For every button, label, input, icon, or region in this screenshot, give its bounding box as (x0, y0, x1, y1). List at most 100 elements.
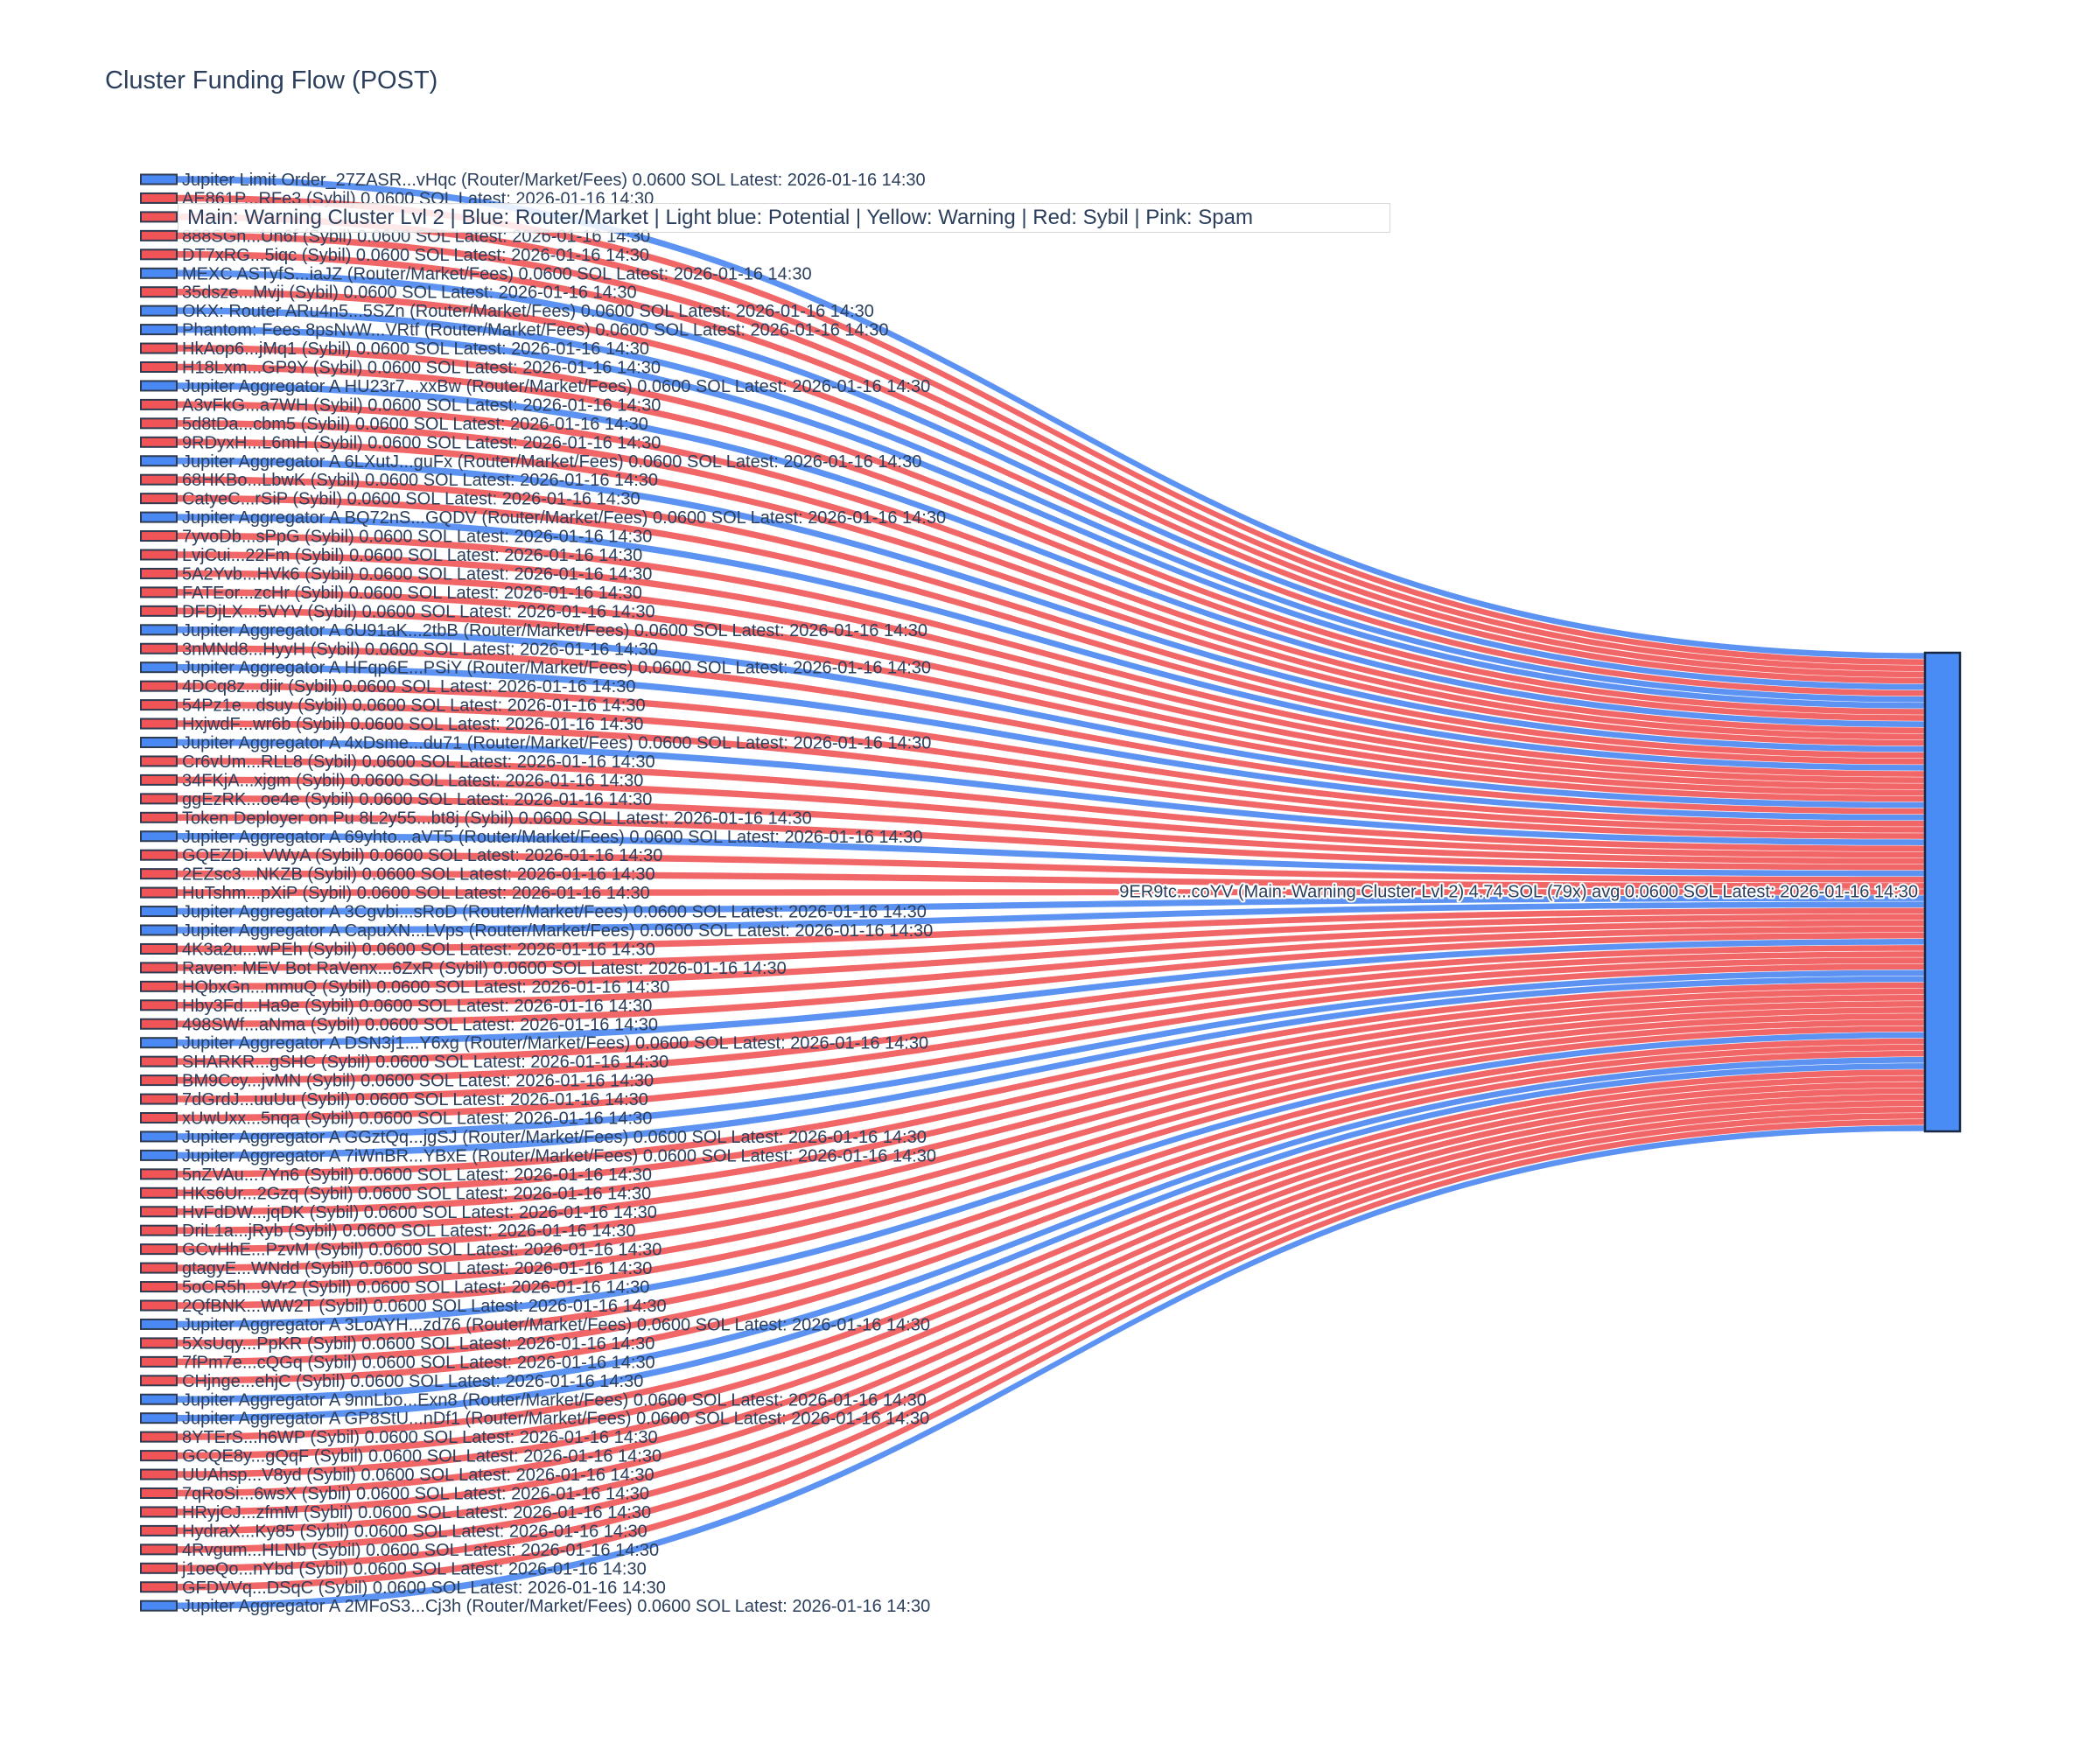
source-node[interactable] (140, 1544, 178, 1556)
source-node[interactable] (140, 605, 178, 617)
flow-link[interactable] (177, 1001, 1925, 1234)
flow-link[interactable] (177, 232, 1925, 678)
flow-link[interactable] (177, 1013, 1925, 1271)
flow-link[interactable] (177, 988, 1925, 1197)
source-node[interactable] (140, 1112, 178, 1124)
flow-link[interactable] (177, 401, 1925, 734)
flow-link[interactable] (177, 889, 1925, 896)
source-node[interactable] (140, 811, 178, 823)
flow-link[interactable] (177, 532, 1925, 777)
flow-link[interactable] (177, 551, 1925, 783)
source-node[interactable] (140, 980, 178, 992)
flow-link[interactable] (177, 720, 1925, 839)
source-node[interactable] (140, 436, 178, 448)
flow-link[interactable] (177, 914, 1925, 971)
source-node[interactable] (140, 286, 178, 298)
flow-link[interactable] (177, 976, 1925, 1159)
flow-link[interactable] (177, 932, 1925, 1027)
flow-link[interactable] (177, 476, 1925, 759)
source-node[interactable] (140, 1488, 178, 1499)
flow-link[interactable] (177, 1094, 1925, 1516)
source-node[interactable] (140, 324, 178, 336)
flow-link[interactable] (177, 1063, 1925, 1422)
flow-link[interactable] (177, 939, 1925, 1046)
flow-link[interactable] (177, 758, 1925, 852)
source-node[interactable] (140, 1318, 178, 1330)
flow-link[interactable] (177, 458, 1925, 752)
source-node[interactable] (140, 642, 178, 654)
source-node[interactable] (140, 868, 178, 880)
flow-link[interactable] (177, 307, 1925, 703)
source-node[interactable] (140, 1186, 178, 1199)
flow-link[interactable] (177, 1026, 1925, 1309)
source-node[interactable] (140, 1243, 178, 1256)
source-node[interactable] (140, 342, 178, 354)
flow-link[interactable] (177, 814, 1925, 871)
flow-link[interactable] (177, 982, 1925, 1178)
source-node[interactable] (140, 192, 178, 204)
flow-link[interactable] (177, 1088, 1925, 1497)
source-node[interactable] (140, 417, 178, 430)
source-node[interactable] (140, 1224, 178, 1236)
flow-link[interactable] (177, 870, 1925, 889)
source-node[interactable] (140, 962, 178, 974)
flow-link[interactable] (177, 1112, 1925, 1572)
source-node[interactable] (140, 530, 178, 542)
flow-link[interactable] (177, 1038, 1925, 1347)
flow-link[interactable] (177, 1100, 1925, 1535)
source-node[interactable] (140, 493, 178, 505)
source-node[interactable] (140, 1055, 178, 1068)
flow-link[interactable] (177, 738, 1925, 845)
flow-link[interactable] (177, 701, 1925, 833)
source-node[interactable] (140, 1393, 178, 1405)
flow-link[interactable] (177, 194, 1925, 665)
source-node[interactable] (140, 1581, 178, 1593)
flow-link[interactable] (177, 288, 1925, 696)
flow-link[interactable] (177, 1007, 1925, 1253)
source-node[interactable] (140, 1074, 178, 1087)
source-node[interactable] (140, 267, 178, 279)
source-node[interactable] (140, 906, 178, 918)
flow-link[interactable] (177, 270, 1925, 690)
source-node[interactable] (140, 830, 178, 843)
source-node[interactable] (140, 924, 178, 936)
source-node[interactable] (140, 304, 178, 317)
source-node[interactable] (140, 793, 178, 805)
source-node[interactable] (140, 567, 178, 579)
flow-link[interactable] (177, 176, 1925, 659)
source-node[interactable] (140, 1206, 178, 1218)
source-node[interactable] (140, 849, 178, 861)
source-node[interactable] (140, 1506, 178, 1518)
flow-link[interactable] (177, 363, 1925, 721)
flow-link[interactable] (177, 957, 1925, 1102)
flow-link[interactable] (177, 682, 1925, 827)
source-node[interactable] (140, 211, 178, 223)
flow-link[interactable] (177, 1125, 1925, 1609)
flow-link[interactable] (177, 1119, 1925, 1591)
source-node[interactable] (140, 1468, 178, 1480)
flow-link[interactable] (177, 1106, 1925, 1553)
flow-link[interactable] (177, 326, 1925, 709)
flow-link[interactable] (177, 1032, 1925, 1328)
flow-link[interactable] (177, 945, 1925, 1065)
source-node[interactable] (140, 248, 178, 261)
source-node[interactable] (140, 718, 178, 730)
source-node[interactable] (140, 473, 178, 486)
flow-link[interactable] (177, 926, 1925, 1009)
source-node[interactable] (140, 1168, 178, 1180)
flow-link[interactable] (177, 1075, 1925, 1460)
source-node[interactable] (140, 624, 178, 636)
flow-link[interactable] (177, 438, 1925, 746)
source-node[interactable] (140, 361, 178, 373)
flow-link[interactable] (177, 951, 1925, 1084)
source-node[interactable] (140, 173, 178, 186)
flow-link[interactable] (177, 494, 1925, 765)
flow-link[interactable] (177, 607, 1925, 802)
flow-link[interactable] (177, 1069, 1925, 1440)
source-node[interactable] (140, 1018, 178, 1030)
source-node[interactable] (140, 1524, 178, 1536)
flow-link[interactable] (177, 214, 1925, 672)
source-node[interactable] (140, 942, 178, 955)
source-node[interactable] (140, 1130, 178, 1143)
target-node[interactable] (1923, 651, 1962, 1133)
